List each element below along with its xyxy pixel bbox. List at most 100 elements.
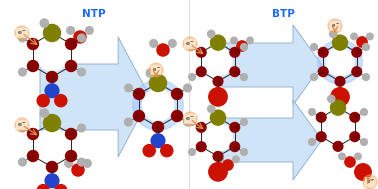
Circle shape (350, 132, 359, 142)
Circle shape (308, 109, 315, 115)
Circle shape (361, 139, 367, 145)
Circle shape (55, 185, 67, 189)
Polygon shape (222, 100, 322, 180)
Circle shape (333, 142, 343, 151)
Circle shape (331, 88, 349, 106)
Circle shape (19, 34, 26, 42)
Circle shape (308, 139, 315, 145)
Circle shape (125, 84, 132, 92)
Circle shape (197, 47, 206, 57)
Circle shape (213, 38, 223, 47)
Circle shape (241, 74, 247, 80)
Circle shape (67, 26, 74, 34)
Circle shape (189, 119, 195, 125)
Circle shape (65, 60, 77, 71)
Circle shape (46, 71, 57, 83)
Circle shape (355, 153, 361, 160)
Circle shape (330, 30, 337, 38)
Circle shape (189, 74, 195, 80)
Circle shape (46, 161, 57, 173)
Circle shape (133, 80, 183, 130)
Circle shape (189, 44, 195, 50)
Circle shape (247, 37, 253, 44)
Circle shape (223, 160, 233, 170)
Circle shape (36, 39, 68, 71)
Circle shape (357, 37, 367, 47)
Circle shape (28, 60, 39, 71)
Circle shape (28, 150, 39, 161)
Circle shape (78, 158, 85, 166)
Circle shape (318, 67, 328, 77)
Circle shape (197, 122, 206, 132)
Circle shape (324, 113, 352, 141)
Circle shape (172, 88, 183, 99)
Circle shape (189, 149, 195, 155)
Circle shape (19, 68, 26, 76)
Circle shape (45, 84, 59, 98)
Circle shape (43, 115, 60, 132)
Circle shape (37, 130, 67, 160)
Circle shape (65, 150, 77, 161)
Text: e$^-$: e$^-$ (185, 40, 195, 48)
Circle shape (183, 112, 197, 126)
Circle shape (19, 124, 26, 132)
Circle shape (350, 112, 359, 122)
Text: e$^-$: e$^-$ (17, 29, 27, 37)
Circle shape (211, 110, 226, 125)
Circle shape (316, 112, 326, 122)
Circle shape (37, 185, 49, 189)
Circle shape (352, 67, 362, 77)
Circle shape (184, 84, 191, 92)
Circle shape (335, 77, 345, 86)
Circle shape (311, 74, 318, 80)
Circle shape (28, 39, 39, 50)
Text: e$^-$: e$^-$ (17, 121, 27, 129)
Circle shape (351, 33, 357, 40)
Circle shape (205, 124, 231, 150)
Circle shape (152, 122, 164, 132)
Circle shape (172, 111, 183, 122)
Circle shape (40, 19, 48, 27)
Circle shape (311, 44, 318, 50)
Circle shape (78, 34, 85, 42)
Circle shape (204, 48, 232, 76)
Circle shape (230, 47, 240, 57)
Circle shape (328, 95, 335, 103)
Circle shape (169, 40, 176, 47)
Circle shape (65, 129, 77, 139)
Circle shape (241, 44, 247, 50)
Circle shape (217, 156, 223, 163)
Circle shape (361, 109, 367, 115)
Circle shape (142, 89, 174, 121)
Text: e$^-$: e$^-$ (152, 66, 161, 74)
Circle shape (149, 74, 167, 91)
Circle shape (325, 114, 351, 140)
Circle shape (37, 40, 67, 70)
Circle shape (184, 118, 191, 126)
Circle shape (55, 95, 67, 107)
Circle shape (85, 26, 93, 34)
Circle shape (318, 40, 362, 84)
Circle shape (363, 44, 369, 50)
Circle shape (208, 105, 215, 113)
Circle shape (327, 49, 353, 75)
Text: e$^-$: e$^-$ (366, 178, 375, 186)
Circle shape (74, 31, 86, 43)
Circle shape (72, 164, 84, 176)
Circle shape (204, 123, 232, 151)
Circle shape (233, 156, 239, 163)
Circle shape (152, 77, 164, 88)
Circle shape (28, 129, 39, 139)
Circle shape (183, 37, 197, 51)
Circle shape (213, 152, 223, 161)
Circle shape (133, 88, 144, 99)
Circle shape (146, 69, 155, 77)
Circle shape (333, 35, 347, 50)
Circle shape (367, 33, 373, 40)
Circle shape (40, 109, 48, 117)
Circle shape (363, 74, 369, 80)
Circle shape (213, 77, 223, 86)
Circle shape (150, 40, 158, 47)
Circle shape (157, 44, 169, 56)
Circle shape (318, 47, 328, 57)
